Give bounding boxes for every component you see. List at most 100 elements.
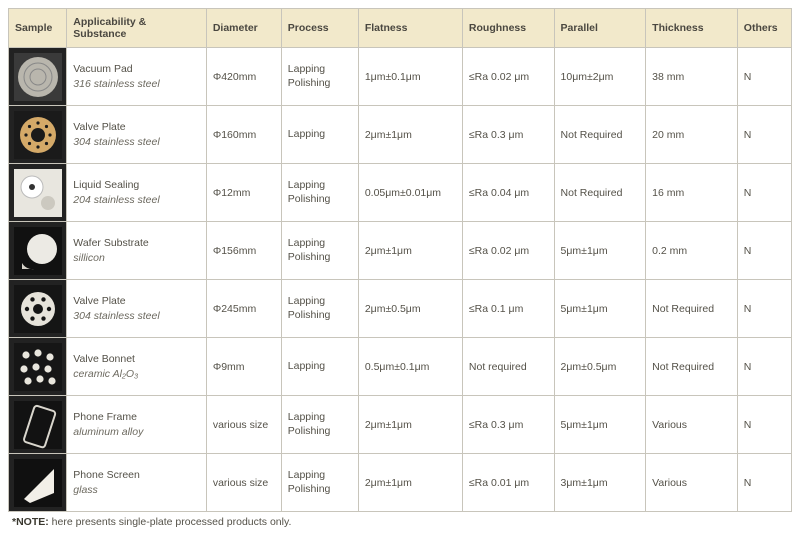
app-name: Wafer Substrate — [73, 236, 200, 251]
process-line1: Lapping — [288, 360, 352, 374]
app-name: Valve Bonnet — [73, 352, 200, 367]
process-line1: Lapping — [288, 469, 352, 483]
cell-roughness: ≤Ra 0.04 μm — [462, 164, 554, 222]
app-name: Liquid Sealing — [73, 178, 200, 193]
process-line2: Polishing — [288, 193, 352, 207]
app-name: Vacuum Pad — [73, 62, 200, 77]
table-row: Valve Bonnet ceramic Al₂O₃ Φ9mm Lapping … — [9, 338, 792, 396]
cell-process: Lapping Polishing — [281, 222, 358, 280]
app-substance: 304 stainless steel — [73, 135, 200, 150]
cell-roughness: ≤Ra 0.01 μm — [462, 454, 554, 512]
cell-roughness: ≤Ra 0.02 μm — [462, 48, 554, 106]
sample-image — [9, 222, 67, 280]
cell-process: Lapping Polishing — [281, 48, 358, 106]
app-substance: glass — [73, 483, 200, 498]
table-row: Valve Plate 304 stainless steel Φ160mm L… — [9, 106, 792, 164]
cell-others: N — [737, 222, 791, 280]
cell-others: N — [737, 280, 791, 338]
cell-flatness: 2μm±1μm — [358, 222, 462, 280]
cell-process: Lapping Polishing — [281, 280, 358, 338]
process-line2: Polishing — [288, 251, 352, 265]
table-row: Liquid Sealing 204 stainless steel Φ12mm… — [9, 164, 792, 222]
sample-image — [9, 338, 67, 396]
sample-image — [9, 280, 67, 338]
cell-parallel: 10μm±2μm — [554, 48, 646, 106]
cell-flatness: 2μm±0.5μm — [358, 280, 462, 338]
cell-thickness: Not Required — [646, 338, 738, 396]
cell-others: N — [737, 338, 791, 396]
app-substance: sillicon — [73, 251, 200, 266]
cell-others: N — [737, 164, 791, 222]
cell-thickness: 0.2 mm — [646, 222, 738, 280]
cell-parallel: 3μm±1μm — [554, 454, 646, 512]
cell-diameter: Φ156mm — [206, 222, 281, 280]
col-app: Applicability & Substance — [67, 9, 207, 48]
footnote-prefix: *NOTE: — [12, 516, 52, 528]
cell-thickness: 38 mm — [646, 48, 738, 106]
cell-flatness: 1μm±0.1μm — [358, 48, 462, 106]
col-others: Others — [737, 9, 791, 48]
cell-roughness: ≤Ra 0.1 μm — [462, 280, 554, 338]
cell-parallel: 2μm±0.5μm — [554, 338, 646, 396]
app-substance: 316 stainless steel — [73, 77, 200, 92]
app-substance: aluminum alloy — [73, 425, 200, 440]
cell-process: Lapping — [281, 338, 358, 396]
table-row: Valve Plate 304 stainless steel Φ245mm L… — [9, 280, 792, 338]
app-name: Phone Screen — [73, 468, 200, 483]
cell-app: Valve Plate 304 stainless steel — [67, 106, 207, 164]
col-thickness: Thickness — [646, 9, 738, 48]
cell-parallel: 5μm±1μm — [554, 396, 646, 454]
cell-roughness: Not required — [462, 338, 554, 396]
process-line2: Polishing — [288, 77, 352, 91]
table-row: Vacuum Pad 316 stainless steel Φ420mm La… — [9, 48, 792, 106]
footnote-text: here presents single-plate processed pro… — [52, 516, 292, 528]
sample-image — [9, 164, 67, 222]
table-row: Wafer Substrate sillicon Φ156mm Lapping … — [9, 222, 792, 280]
cell-app: Phone Screen glass — [67, 454, 207, 512]
sample-image — [9, 48, 67, 106]
cell-diameter: Φ9mm — [206, 338, 281, 396]
cell-app: Wafer Substrate sillicon — [67, 222, 207, 280]
cell-thickness: Not Required — [646, 280, 738, 338]
cell-app: Valve Plate 304 stainless steel — [67, 280, 207, 338]
sample-image — [9, 106, 67, 164]
cell-diameter: Φ160mm — [206, 106, 281, 164]
col-parallel: Parallel — [554, 9, 646, 48]
cell-flatness: 2μm±1μm — [358, 106, 462, 164]
cell-app: Valve Bonnet ceramic Al₂O₃ — [67, 338, 207, 396]
col-flatness: Flatness — [358, 9, 462, 48]
cell-roughness: ≤Ra 0.02 μm — [462, 222, 554, 280]
cell-app: Phone Frame aluminum alloy — [67, 396, 207, 454]
col-sample: Sample — [9, 9, 67, 48]
process-line2: Polishing — [288, 309, 352, 323]
cell-others: N — [737, 396, 791, 454]
app-name: Phone Frame — [73, 410, 200, 425]
app-substance: 204 stainless steel — [73, 193, 200, 208]
cell-others: N — [737, 106, 791, 164]
cell-diameter: various size — [206, 454, 281, 512]
cell-roughness: ≤Ra 0.3 μm — [462, 396, 554, 454]
table-row: Phone Frame aluminum alloy various size … — [9, 396, 792, 454]
cell-flatness: 0.5μm±0.1μm — [358, 338, 462, 396]
cell-process: Lapping Polishing — [281, 454, 358, 512]
spec-table: Sample Applicability & Substance Diamete… — [8, 8, 792, 512]
process-line1: Lapping — [288, 411, 352, 425]
cell-parallel: 5μm±1μm — [554, 222, 646, 280]
cell-parallel: Not Required — [554, 164, 646, 222]
cell-flatness: 2μm±1μm — [358, 396, 462, 454]
table-row: Phone Screen glass various size Lapping … — [9, 454, 792, 512]
cell-flatness: 0.05μm±0.01μm — [358, 164, 462, 222]
cell-diameter: Φ12mm — [206, 164, 281, 222]
cell-diameter: Φ420mm — [206, 48, 281, 106]
cell-thickness: Various — [646, 454, 738, 512]
cell-process: Lapping Polishing — [281, 164, 358, 222]
cell-roughness: ≤Ra 0.3 μm — [462, 106, 554, 164]
cell-others: N — [737, 48, 791, 106]
cell-app: Liquid Sealing 204 stainless steel — [67, 164, 207, 222]
cell-flatness: 2μm±1μm — [358, 454, 462, 512]
col-process: Process — [281, 9, 358, 48]
process-line2: Polishing — [288, 483, 352, 497]
process-line1: Lapping — [288, 128, 352, 142]
col-roughness: Roughness — [462, 9, 554, 48]
cell-parallel: 5μm±1μm — [554, 280, 646, 338]
